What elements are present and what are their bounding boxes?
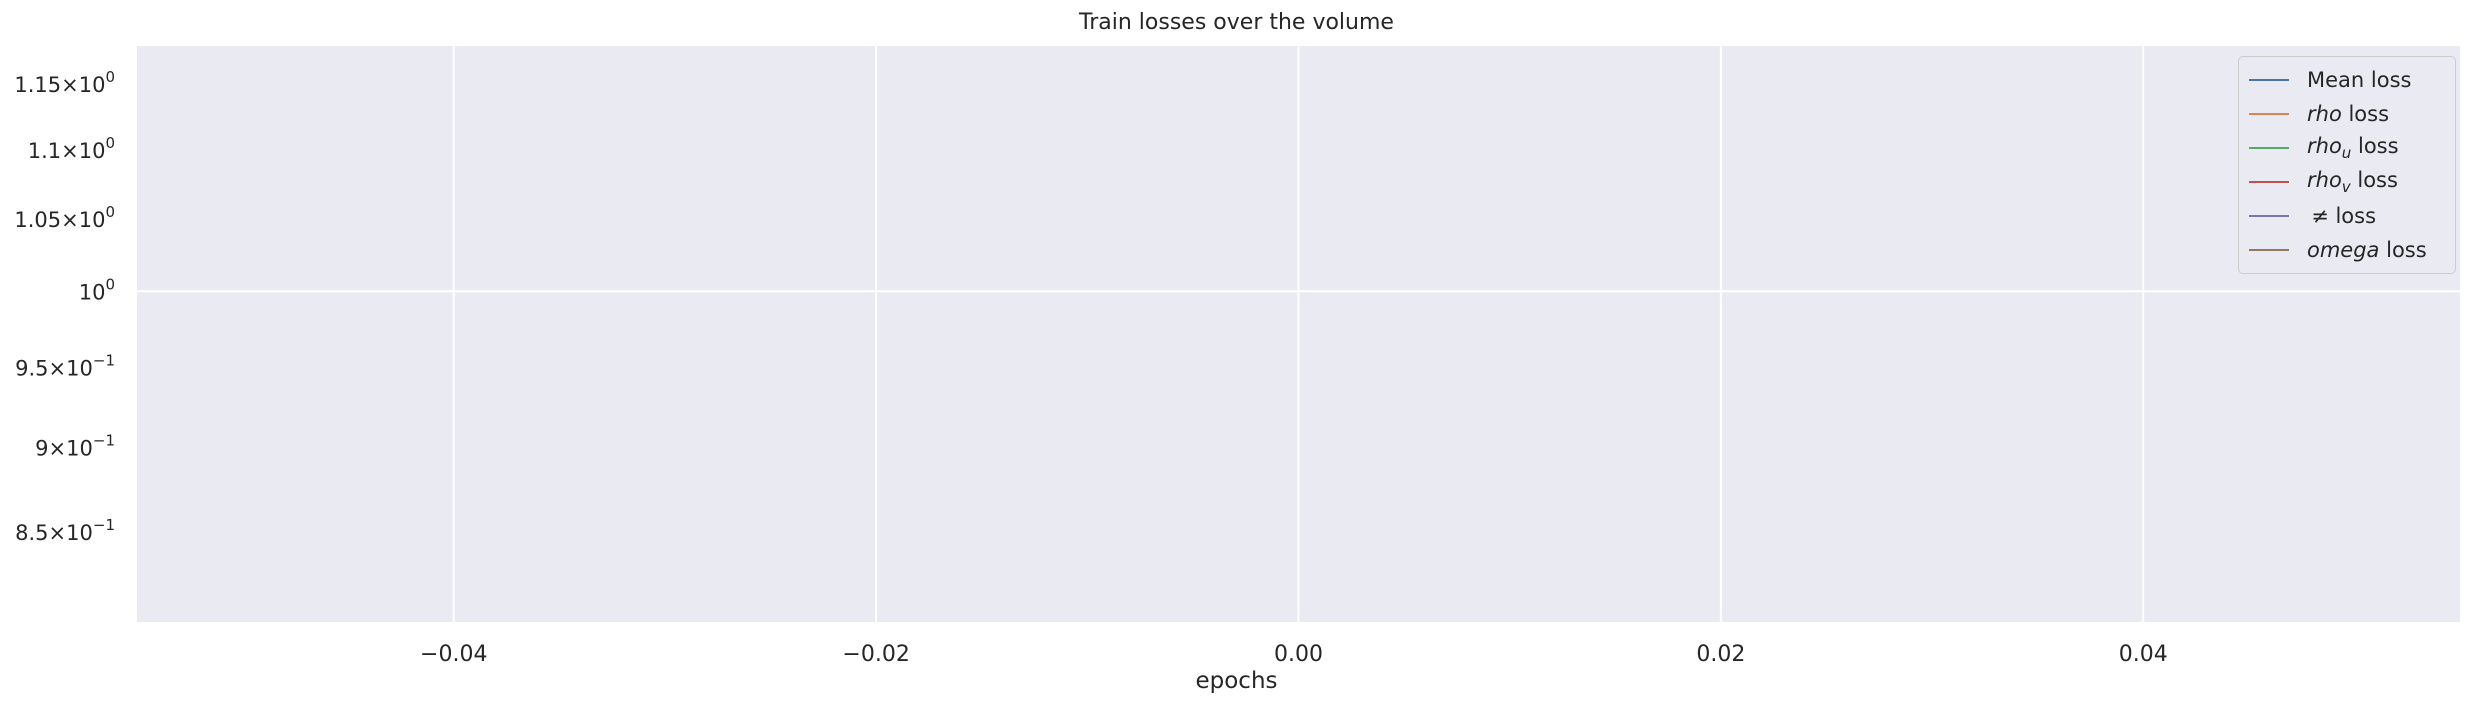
legend-label: omega loss	[2307, 238, 2427, 262]
legend-swatch	[2249, 214, 2289, 218]
legend-item: ≠ loss	[2239, 199, 2455, 233]
y-tick-label: 1.1×100	[28, 134, 115, 163]
chart-title: Train losses over the volume	[1079, 10, 1394, 35]
y-tick-label: 9.5×10−1	[15, 351, 115, 380]
legend-item: rhou loss	[2239, 131, 2455, 165]
legend-swatch	[2249, 78, 2289, 82]
y-tick-label: 100	[79, 275, 115, 304]
x-tick-label: −0.04	[420, 642, 487, 667]
legend-label: rhov loss	[2307, 167, 2398, 197]
y-tick-label: 1.05×100	[14, 203, 115, 232]
legend-item: Mean loss	[2239, 63, 2455, 97]
y-tick-label: 9×10−1	[35, 431, 115, 460]
legend: Mean loss rho loss rhou loss rhov loss ≠ lo…	[2238, 56, 2456, 274]
legend-label: Mean loss	[2307, 68, 2412, 92]
x-axis-label: epochs	[1195, 668, 1278, 694]
legend-swatch	[2249, 146, 2289, 150]
legend-item: rho loss	[2239, 97, 2455, 131]
legend-label: rhou loss	[2307, 133, 2399, 163]
legend-label: rho loss	[2307, 102, 2390, 126]
legend-item: rhov loss	[2239, 165, 2455, 199]
x-tick-label: 0.04	[2119, 642, 2168, 667]
x-tick-label: 0.02	[1696, 642, 1745, 667]
legend-item: omega loss	[2239, 233, 2455, 267]
legend-swatch	[2249, 180, 2289, 184]
x-tick-label: 0.00	[1274, 642, 1323, 667]
y-tick-label: 1.15×100	[14, 68, 115, 97]
legend-swatch	[2249, 112, 2289, 116]
legend-swatch	[2249, 248, 2289, 252]
x-tick-label: −0.02	[842, 642, 909, 667]
legend-label: ≠ loss	[2307, 204, 2377, 228]
y-tick-label: 8.5×10−1	[15, 516, 115, 545]
